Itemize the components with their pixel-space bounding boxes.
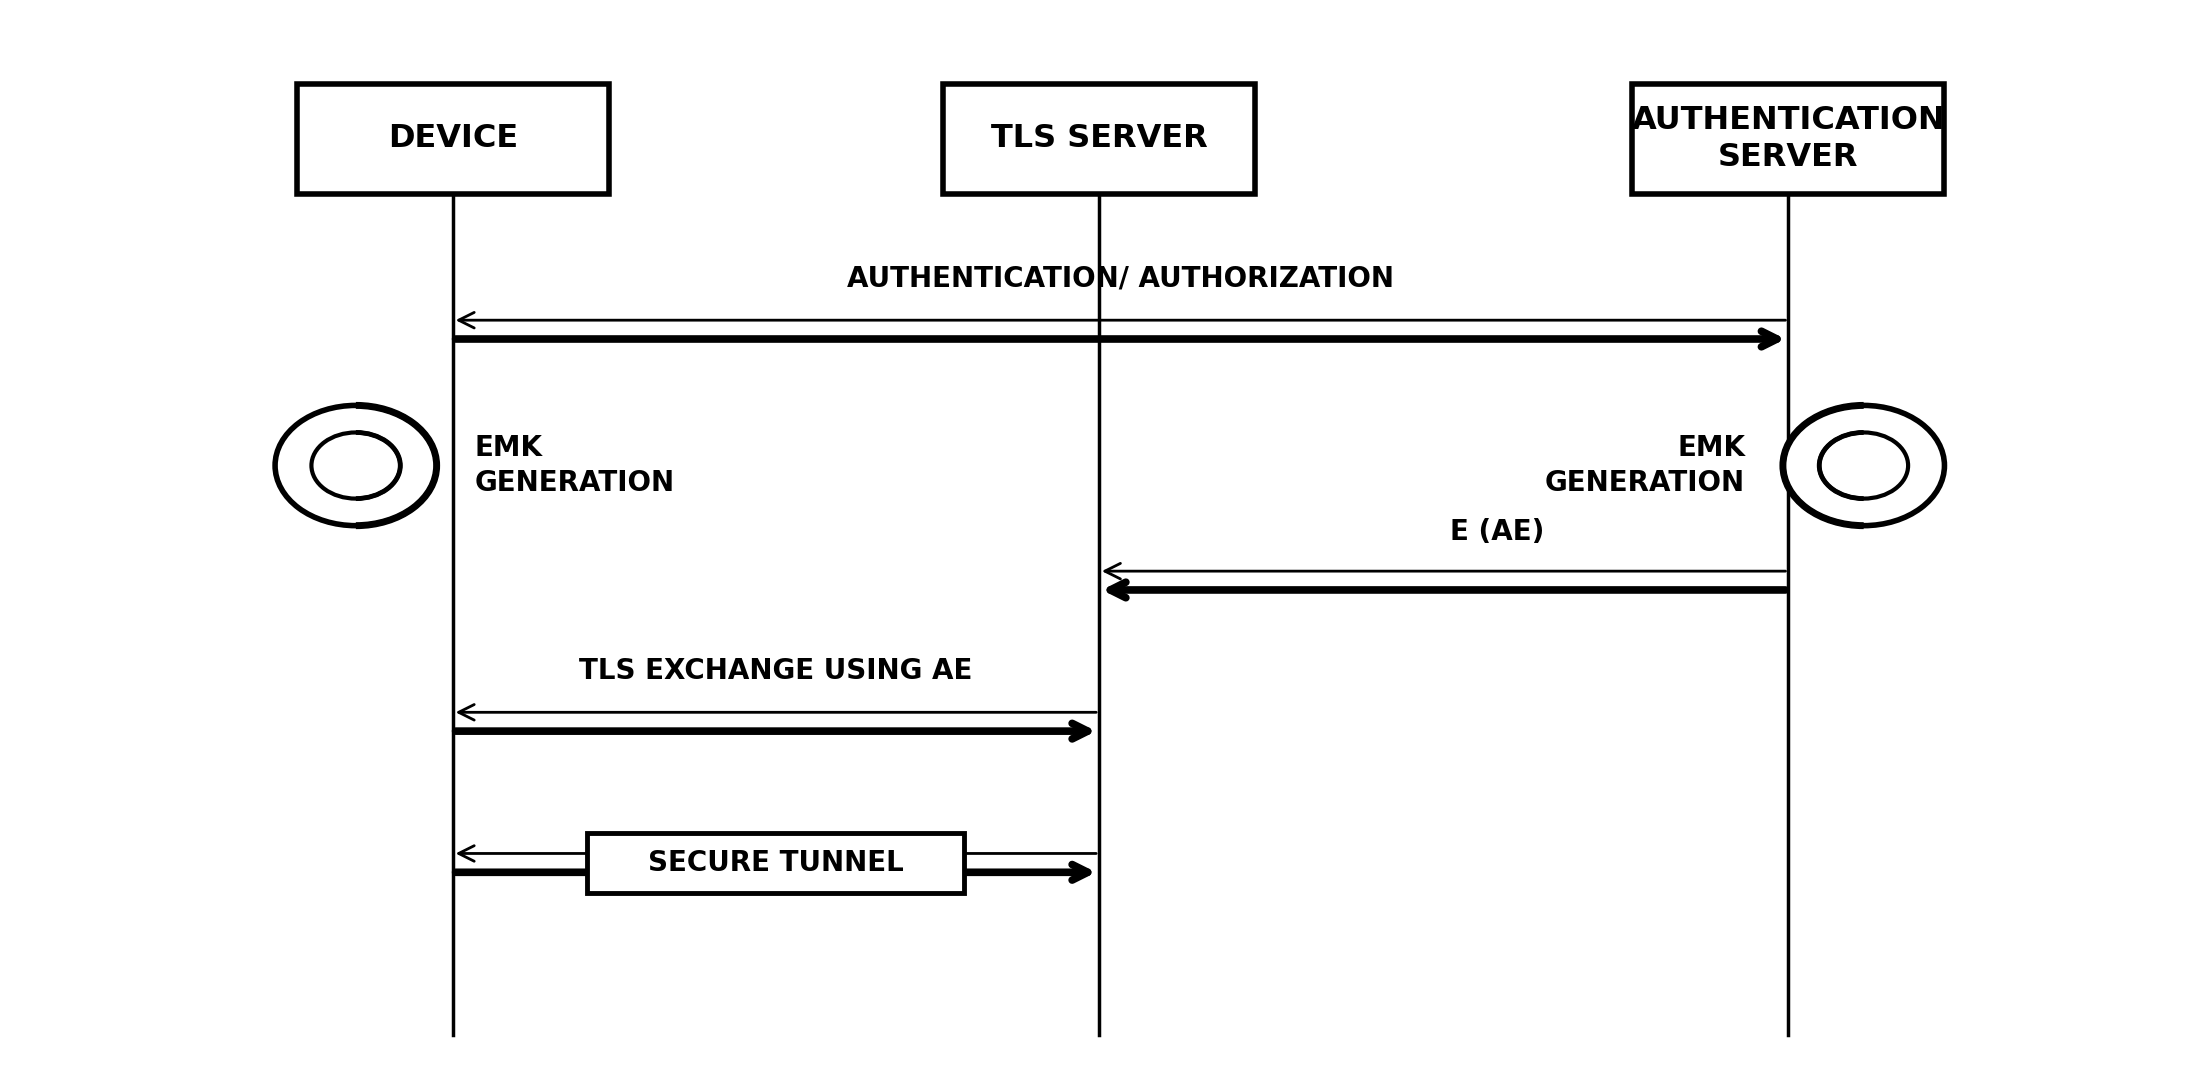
Text: EMK
GENERATION: EMK GENERATION xyxy=(1545,434,1745,497)
Bar xyxy=(297,84,609,194)
Text: E (AE): E (AE) xyxy=(1451,519,1545,546)
Text: SECURE TUNNEL: SECURE TUNNEL xyxy=(648,849,903,877)
Ellipse shape xyxy=(1820,432,1908,498)
Bar xyxy=(1633,84,1945,194)
Text: AUTHENTICATION/ AUTHORIZATION: AUTHENTICATION/ AUTHORIZATION xyxy=(846,265,1394,293)
Bar xyxy=(587,832,965,893)
Text: TLS EXCHANGE USING AE: TLS EXCHANGE USING AE xyxy=(580,657,972,685)
Text: EMK
GENERATION: EMK GENERATION xyxy=(475,434,675,497)
Ellipse shape xyxy=(1783,405,1945,526)
Text: DEVICE: DEVICE xyxy=(387,124,519,155)
Ellipse shape xyxy=(275,405,437,526)
Text: TLS SERVER: TLS SERVER xyxy=(991,124,1207,155)
Bar xyxy=(943,84,1255,194)
Ellipse shape xyxy=(312,432,400,498)
Text: AUTHENTICATION
SERVER: AUTHENTICATION SERVER xyxy=(1631,105,1945,173)
